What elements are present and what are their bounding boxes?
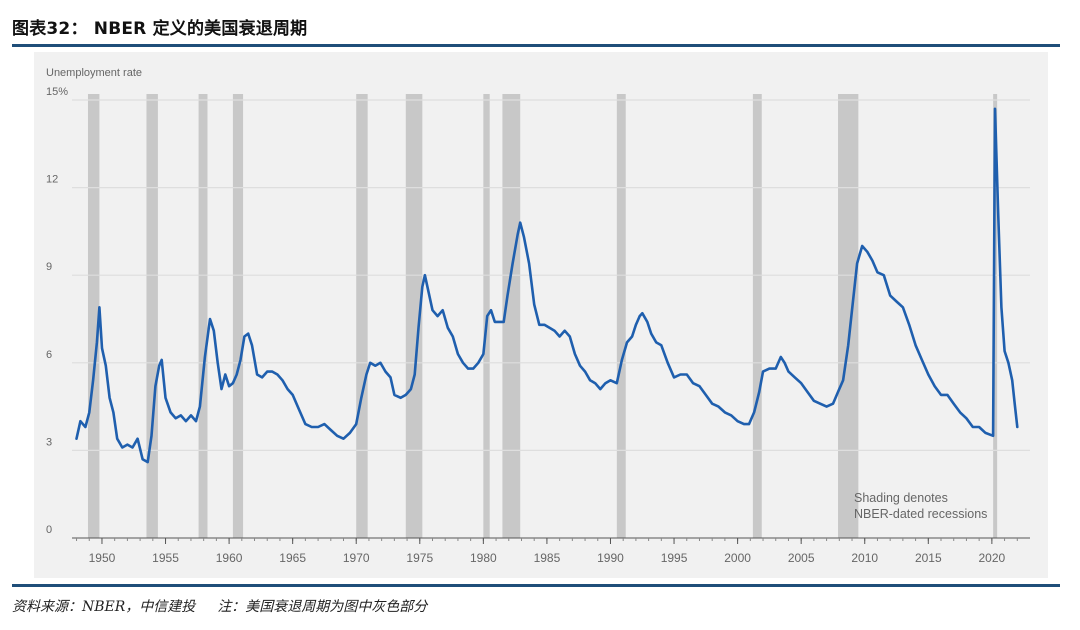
x-tick-label: 1970 xyxy=(343,551,370,565)
chart-title: 图表32： NBER 定义的美国衰退周期 xyxy=(12,19,308,39)
footer: 资料来源：NBER，中信建投 注：美国衰退周期为图中灰色部分 xyxy=(12,596,427,616)
recession-band xyxy=(616,94,626,538)
recession-band xyxy=(502,94,521,538)
y-axis-ticks: 0 3 6 9 12 15% xyxy=(46,86,68,536)
x-tick-label: 2000 xyxy=(724,551,751,565)
x-tick-label: 1965 xyxy=(279,551,306,565)
y-tick-label: 6 xyxy=(46,349,52,361)
x-tick-label: 1975 xyxy=(406,551,433,565)
x-tick-label: 1955 xyxy=(152,551,179,565)
chart-panel: 0 3 6 9 12 15% 1950 1955 1960 1965 1970 1975 1980 19… xyxy=(34,52,1048,578)
series-line xyxy=(75,107,1019,464)
x-tick-label: 2020 xyxy=(979,551,1006,565)
annotation-line: Shading denotes xyxy=(854,491,948,505)
x-tick-label: 1995 xyxy=(661,551,688,565)
x-tick-label: 1950 xyxy=(89,551,116,565)
recession-band xyxy=(752,94,762,538)
y-axis-label: Unemployment rate xyxy=(46,67,142,79)
recession-band xyxy=(232,94,244,538)
x-tick-label: 1990 xyxy=(597,551,624,565)
x-tick-label: 2005 xyxy=(788,551,815,565)
recession-band xyxy=(146,94,158,538)
x-tick-label: 1985 xyxy=(534,551,561,565)
recession-bands xyxy=(87,94,998,538)
x-tick-label: 1980 xyxy=(470,551,497,565)
x-tick-label: 1960 xyxy=(216,551,243,565)
unemployment-line xyxy=(75,107,1019,464)
shading-annotation: Shading denotes NBER-dated recessions xyxy=(854,491,987,521)
source-note: 资料来源：NBER，中信建投 xyxy=(12,599,196,615)
recession-band xyxy=(198,94,208,538)
y-tick-label: 12 xyxy=(46,174,58,186)
gridlines xyxy=(72,99,1030,451)
x-tick-label: 2010 xyxy=(851,551,878,565)
bottom-divider xyxy=(12,584,1060,587)
x-axis-ticks: 1950 1955 1960 1965 1970 1975 1980 1985 1990 1995… xyxy=(72,537,1030,565)
header: 图表32： NBER 定义的美国衰退周期 xyxy=(12,14,1060,42)
x-tick-label: 2015 xyxy=(915,551,942,565)
recession-band xyxy=(838,94,859,538)
y-tick-label: 15% xyxy=(46,86,68,98)
top-divider xyxy=(12,44,1060,47)
annotation-line: NBER-dated recessions xyxy=(854,507,987,521)
recession-note: 注：美国衰退周期为图中灰色部分 xyxy=(217,599,428,615)
recession-band xyxy=(356,94,368,538)
recession-band xyxy=(87,94,100,538)
y-tick-label: 0 xyxy=(46,524,52,536)
recession-band xyxy=(993,94,998,538)
recession-band xyxy=(405,94,423,538)
y-tick-label: 3 xyxy=(46,436,52,448)
y-tick-label: 9 xyxy=(46,261,52,273)
